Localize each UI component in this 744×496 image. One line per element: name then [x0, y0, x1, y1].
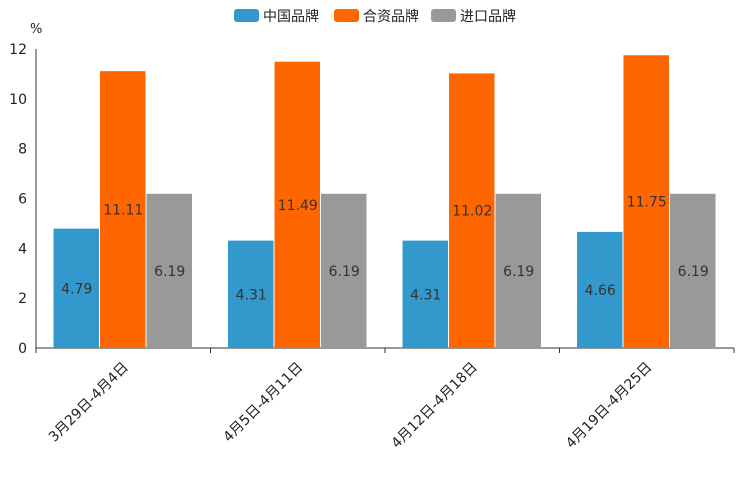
bar: [402, 240, 448, 348]
bar: [100, 71, 146, 348]
bar: [53, 228, 99, 348]
legend-label: 进口品牌: [460, 8, 516, 25]
y-tick-label: 2: [18, 291, 27, 307]
data-label: 6.19: [503, 264, 534, 280]
x-tick-label: 3月29日-4月4日: [46, 359, 132, 445]
x-tick-label: 4月19日-4月25日: [563, 359, 655, 451]
data-label: 11.11: [103, 203, 143, 219]
x-tick-label: 4月12日-4月18日: [389, 359, 481, 451]
bar: [670, 193, 716, 348]
x-tick-label: 4月5日-4月11日: [220, 359, 306, 445]
y-tick-label: 10: [9, 92, 27, 108]
data-label: 4.66: [585, 283, 616, 299]
legend-label: 中国品牌: [263, 8, 319, 25]
data-label: 6.19: [678, 264, 709, 280]
legend-item[interactable]: 进口品牌: [431, 8, 516, 25]
x-axis: 3月29日-4月4日 4月5日-4月11日 4月12日-4月18日 4月19日-4月2…: [35, 347, 735, 452]
data-label: 6.19: [329, 264, 360, 280]
legend-swatch: [234, 9, 259, 22]
bar: [449, 73, 495, 348]
y-tick-label: 0: [18, 341, 27, 357]
legend-item[interactable]: 中国品牌: [234, 8, 319, 25]
y-tick-label: 6: [18, 192, 27, 208]
data-labels: 4.79 4.31 4.31 4.66 11.11 11.49 11.02 11.75 6.19…: [61, 195, 709, 304]
legend-swatch: [334, 9, 359, 22]
y-tick-label: 12: [9, 42, 27, 58]
y-tick-label: 4: [18, 241, 27, 257]
data-label: 4.31: [236, 287, 267, 303]
data-label: 4.31: [410, 287, 441, 303]
bar: [577, 231, 623, 348]
bar: [495, 193, 541, 348]
legend-label: 合资品牌: [363, 8, 419, 25]
y-axis: 0 2 4 6 8 10 12: [9, 42, 37, 357]
data-label: 11.49: [278, 198, 318, 214]
y-axis-unit-label: %: [30, 22, 42, 37]
bars: [53, 55, 716, 349]
bar: [623, 55, 669, 349]
bar: [321, 193, 367, 348]
bar: [274, 61, 320, 349]
legend: 中国品牌 合资品牌 进口品牌: [234, 8, 516, 25]
legend-swatch: [431, 9, 456, 22]
bar: [228, 240, 274, 348]
data-label: 6.19: [154, 264, 185, 280]
data-label: 4.79: [61, 281, 92, 297]
bar: [146, 193, 192, 348]
y-tick-label: 8: [18, 142, 27, 158]
data-label: 11.75: [627, 195, 667, 211]
legend-item[interactable]: 合资品牌: [334, 8, 419, 25]
data-label: 11.02: [452, 204, 492, 220]
